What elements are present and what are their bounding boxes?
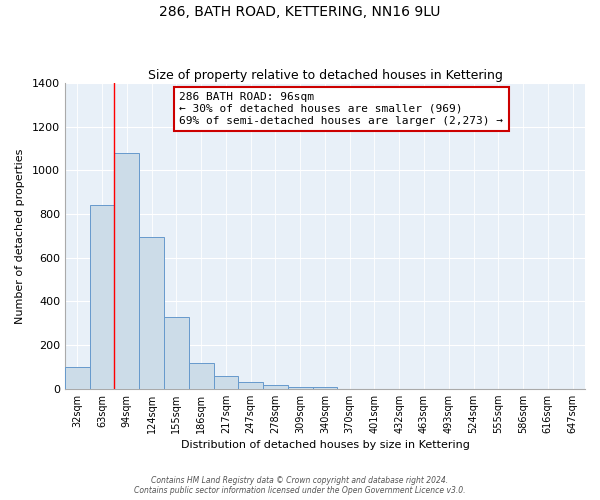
Bar [89,206,115,388]
Bar [313,386,337,388]
Text: Contains HM Land Registry data © Crown copyright and database right 2024.
Contai: Contains HM Land Registry data © Crown c… [134,476,466,495]
Y-axis label: Number of detached properties: Number of detached properties [15,148,25,324]
Bar [214,376,238,388]
Bar [238,382,263,388]
X-axis label: Distribution of detached houses by size in Kettering: Distribution of detached houses by size … [181,440,469,450]
Text: 286 BATH ROAD: 96sqm
← 30% of detached houses are smaller (969)
69% of semi-deta: 286 BATH ROAD: 96sqm ← 30% of detached h… [179,92,503,126]
Bar [288,386,313,388]
Bar [139,237,164,388]
Text: 286, BATH ROAD, KETTERING, NN16 9LU: 286, BATH ROAD, KETTERING, NN16 9LU [160,5,440,19]
Bar [115,153,139,388]
Bar [263,385,288,388]
Bar [65,367,89,388]
Bar [189,362,214,388]
Bar [164,316,189,388]
Title: Size of property relative to detached houses in Kettering: Size of property relative to detached ho… [148,69,502,82]
